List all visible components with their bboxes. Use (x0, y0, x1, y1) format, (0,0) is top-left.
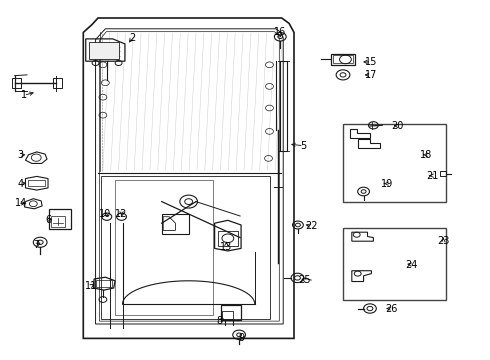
Bar (162, 214, 189, 234)
Text: 15: 15 (365, 57, 378, 67)
Bar (49, 209, 71, 229)
Text: 12: 12 (115, 209, 128, 219)
Bar (101, 176, 270, 319)
Text: 23: 23 (437, 236, 450, 246)
Text: 26: 26 (385, 303, 397, 314)
Bar (115, 180, 213, 315)
Bar (333, 55, 353, 63)
Bar (89, 42, 119, 59)
Bar (343, 124, 446, 202)
Text: 5: 5 (301, 141, 307, 151)
Text: 1: 1 (21, 90, 26, 100)
Text: 4: 4 (18, 179, 24, 189)
Bar (218, 231, 238, 246)
Bar (220, 305, 241, 320)
Text: 14: 14 (15, 198, 27, 208)
Text: 11: 11 (84, 281, 97, 291)
Text: 7: 7 (34, 240, 40, 250)
Bar (28, 180, 45, 186)
Text: 6: 6 (45, 215, 51, 225)
Bar (280, 61, 287, 151)
Bar (331, 54, 355, 65)
Bar (51, 216, 65, 227)
Text: 3: 3 (18, 150, 24, 160)
Text: 25: 25 (298, 275, 311, 285)
Bar (222, 311, 233, 319)
Bar (53, 78, 62, 88)
Text: 20: 20 (392, 121, 404, 131)
Text: 17: 17 (365, 70, 378, 80)
Text: 24: 24 (405, 260, 418, 270)
Bar (343, 228, 446, 300)
Text: 10: 10 (99, 209, 111, 219)
Text: 18: 18 (420, 150, 433, 160)
Text: 13: 13 (220, 242, 232, 252)
Text: 9: 9 (238, 333, 244, 343)
Text: 19: 19 (381, 179, 393, 189)
Text: 16: 16 (274, 27, 286, 37)
Bar (12, 78, 21, 88)
Bar (96, 280, 112, 287)
Text: 2: 2 (129, 33, 135, 43)
Text: 21: 21 (426, 171, 439, 181)
Text: 22: 22 (305, 221, 318, 231)
Text: 8: 8 (217, 316, 222, 326)
